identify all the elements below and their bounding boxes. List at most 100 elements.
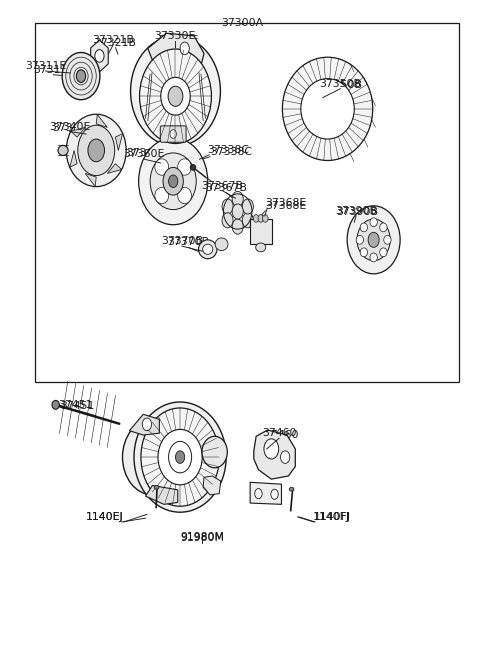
Text: 37390B: 37390B <box>336 207 379 217</box>
Text: 37311E: 37311E <box>33 65 74 75</box>
Polygon shape <box>91 40 108 72</box>
Ellipse shape <box>215 238 228 251</box>
Text: 37330E: 37330E <box>154 31 195 41</box>
Text: 37370B: 37370B <box>161 236 203 246</box>
Text: 37460: 37460 <box>264 430 299 440</box>
Ellipse shape <box>66 114 126 186</box>
Polygon shape <box>71 127 85 137</box>
Text: 37340E: 37340E <box>49 121 90 131</box>
Text: 37360E: 37360E <box>126 148 168 158</box>
Ellipse shape <box>202 436 228 468</box>
Ellipse shape <box>141 408 219 506</box>
Polygon shape <box>148 33 204 66</box>
Polygon shape <box>85 173 96 186</box>
Text: 37338C: 37338C <box>207 145 249 155</box>
Text: 37451: 37451 <box>60 401 95 411</box>
Circle shape <box>168 441 192 473</box>
Circle shape <box>168 175 178 188</box>
Circle shape <box>168 86 183 106</box>
Text: 1140FJ: 1140FJ <box>313 512 350 522</box>
FancyBboxPatch shape <box>160 126 186 142</box>
Ellipse shape <box>62 52 100 100</box>
Polygon shape <box>70 150 77 167</box>
Ellipse shape <box>122 419 182 495</box>
Circle shape <box>170 130 177 138</box>
Ellipse shape <box>178 159 192 175</box>
Text: 37451: 37451 <box>58 400 92 410</box>
Ellipse shape <box>178 188 192 204</box>
Text: 37460: 37460 <box>262 428 297 438</box>
Circle shape <box>232 219 243 234</box>
Ellipse shape <box>155 159 168 175</box>
Circle shape <box>255 489 262 499</box>
Text: 37321B: 37321B <box>95 38 136 48</box>
Polygon shape <box>203 476 221 495</box>
Ellipse shape <box>140 49 211 144</box>
Text: 1140EJ: 1140EJ <box>86 512 124 522</box>
Circle shape <box>280 451 290 463</box>
Text: 37350B: 37350B <box>320 79 361 89</box>
Ellipse shape <box>150 153 196 210</box>
Text: 37367B: 37367B <box>202 180 243 191</box>
Circle shape <box>242 213 253 228</box>
Circle shape <box>95 50 104 62</box>
Text: 37350B: 37350B <box>320 80 362 90</box>
Ellipse shape <box>158 430 202 485</box>
Text: 91980M: 91980M <box>180 533 224 543</box>
Text: 37390B: 37390B <box>335 206 377 216</box>
Circle shape <box>88 139 105 162</box>
Ellipse shape <box>380 248 387 256</box>
Text: 37330E: 37330E <box>157 35 198 45</box>
Bar <box>35 22 459 382</box>
Ellipse shape <box>384 236 391 244</box>
Text: 37368E: 37368E <box>265 201 307 211</box>
Ellipse shape <box>199 240 217 258</box>
Polygon shape <box>115 134 123 150</box>
Polygon shape <box>96 114 108 127</box>
Circle shape <box>180 42 189 54</box>
Ellipse shape <box>282 57 372 161</box>
Text: 37360E: 37360E <box>123 149 165 159</box>
Ellipse shape <box>155 188 168 204</box>
Text: 37311E: 37311E <box>25 61 66 71</box>
Ellipse shape <box>154 485 159 489</box>
Ellipse shape <box>134 402 226 512</box>
Ellipse shape <box>360 248 368 256</box>
Circle shape <box>368 232 379 247</box>
Ellipse shape <box>356 236 363 244</box>
Ellipse shape <box>301 79 354 139</box>
Ellipse shape <box>52 400 60 409</box>
Text: 37368E: 37368E <box>265 198 306 209</box>
Text: 37367B: 37367B <box>205 182 247 193</box>
Circle shape <box>76 70 85 83</box>
Circle shape <box>142 418 152 430</box>
Circle shape <box>263 215 268 222</box>
Ellipse shape <box>58 146 68 155</box>
Circle shape <box>78 125 115 176</box>
Ellipse shape <box>357 219 390 260</box>
Ellipse shape <box>289 487 294 491</box>
Circle shape <box>271 489 278 499</box>
Circle shape <box>232 204 243 219</box>
FancyBboxPatch shape <box>250 219 272 243</box>
Circle shape <box>242 199 253 214</box>
Circle shape <box>253 215 259 222</box>
Polygon shape <box>108 164 121 173</box>
Ellipse shape <box>380 223 387 232</box>
Circle shape <box>264 439 279 459</box>
Polygon shape <box>145 485 178 504</box>
Ellipse shape <box>347 206 400 274</box>
Ellipse shape <box>139 138 208 225</box>
Text: 1140EJ: 1140EJ <box>86 512 124 522</box>
Text: 37321B: 37321B <box>92 35 134 45</box>
Ellipse shape <box>256 243 266 252</box>
Circle shape <box>258 215 264 222</box>
Polygon shape <box>250 482 281 504</box>
Circle shape <box>176 451 185 463</box>
Polygon shape <box>130 415 159 435</box>
Circle shape <box>222 199 233 214</box>
Ellipse shape <box>161 77 190 115</box>
Ellipse shape <box>360 223 368 232</box>
Ellipse shape <box>190 165 196 171</box>
Circle shape <box>232 192 243 207</box>
